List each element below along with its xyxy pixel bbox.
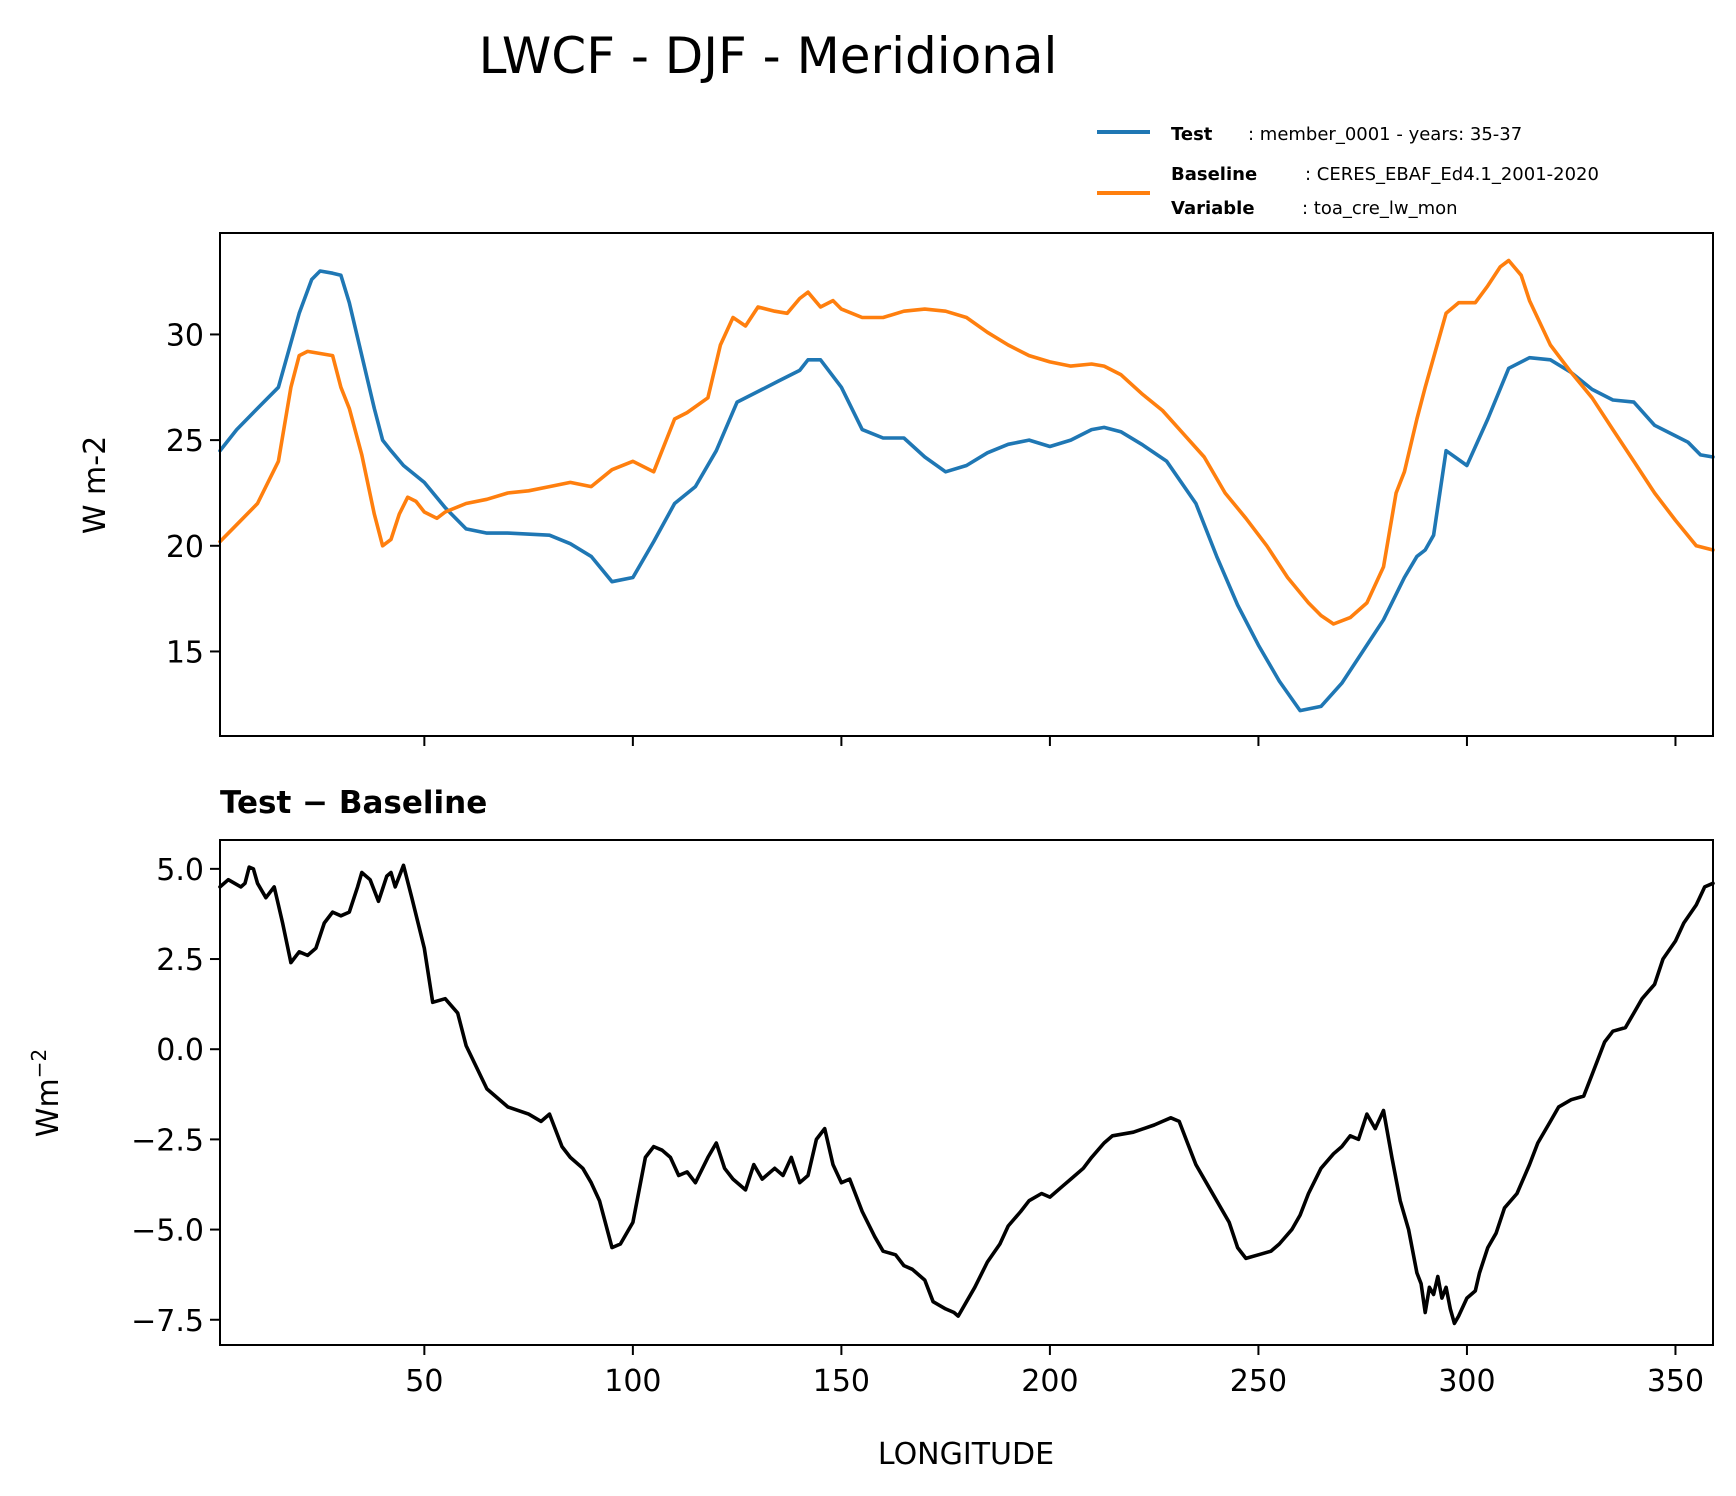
legend-baseline-label: Baseline xyxy=(1171,164,1257,185)
top-series-test xyxy=(218,269,1715,713)
figure-title: LWCF - DJF - Meridional xyxy=(479,27,1058,85)
top-ytick-label: 20 xyxy=(166,530,204,565)
bottom-panel-ylabel: Wm−2 xyxy=(27,1049,66,1137)
bottom-xtick-label: 250 xyxy=(1230,1364,1287,1399)
bottom-xtick-label: 200 xyxy=(1021,1364,1078,1399)
bottom-series-test-baseline xyxy=(218,863,1715,1326)
bottom-xtick-label: 100 xyxy=(604,1364,661,1399)
bottom-ytick-label: 0.0 xyxy=(156,1033,204,1068)
bottom-xtick-label: 300 xyxy=(1438,1364,1495,1399)
bottom-panel-frame xyxy=(219,839,1714,1346)
bottom-ytick-label: 5.0 xyxy=(156,853,204,888)
legend-variable-label: Variable xyxy=(1171,198,1255,219)
bottom-panel-ylabel-sup: −2 xyxy=(27,1049,51,1078)
bottom-ytick-label: −2.5 xyxy=(131,1123,204,1158)
bottom-panel: Test − Baseline −7.5 −5.0 −2.5 0.0 2.5 5.0 50 1… xyxy=(27,785,1715,1472)
bottom-xtick-label: 50 xyxy=(405,1364,443,1399)
bottom-panel-lines xyxy=(218,863,1715,1326)
bottom-ytick-label: −5.0 xyxy=(131,1214,204,1249)
top-panel: 15 20 25 30 W m-2 xyxy=(78,232,1715,746)
bottom-xtick-label: 150 xyxy=(813,1364,870,1399)
bottom-ytick-label: 2.5 xyxy=(156,943,204,978)
bottom-panel-ticks: −7.5 −5.0 −2.5 0.0 2.5 5.0 50 100 150 200 250 300 35… xyxy=(131,853,1704,1399)
legend-variable-text: : toa_cre_lw_mon xyxy=(1302,198,1458,219)
top-panel-frame xyxy=(219,232,1714,737)
top-panel-lines xyxy=(218,258,1715,713)
bottom-panel-ylabel-main: Wm xyxy=(31,1078,66,1137)
top-ytick-label: 30 xyxy=(166,318,204,353)
top-panel-ticks: 15 20 25 30 xyxy=(166,318,1677,746)
legend-baseline-text: : CERES_EBAF_Ed4.1_2001-2020 xyxy=(1305,164,1599,185)
bottom-xtick-label: 350 xyxy=(1647,1364,1704,1399)
x-axis-label: LONGITUDE xyxy=(878,1437,1054,1472)
top-ytick-label: 15 xyxy=(166,635,204,670)
legend-test-text: : member_0001 - years: 35-37 xyxy=(1248,124,1522,145)
top-ytick-label: 25 xyxy=(166,424,204,459)
legend-test-label: Test xyxy=(1171,124,1213,145)
legend: Test : member_0001 - years: 35-37 Baseli… xyxy=(1097,124,1599,219)
top-panel-ylabel: W m-2 xyxy=(78,436,113,534)
bottom-ytick-label: −7.5 xyxy=(131,1304,204,1339)
bottom-panel-title: Test − Baseline xyxy=(220,785,487,821)
top-series-baseline xyxy=(218,258,1715,626)
